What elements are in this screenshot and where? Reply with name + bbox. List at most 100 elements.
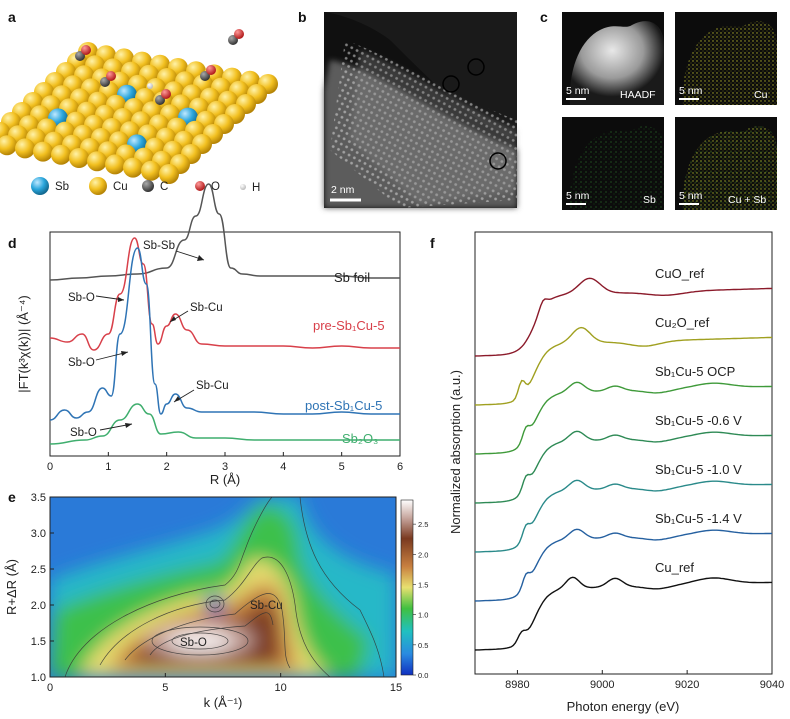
ft-exafs-series-2 [49,247,400,421]
cu-atom [141,160,161,181]
annotation-sb-o-sb2o3: Sb-O [70,427,97,439]
colorbar-tick: 1.5 [418,580,428,589]
cu-atom [105,154,125,175]
xanes-series-3 [474,430,773,504]
ft-exafs-ylabel: |FT(k³χ(k))| (Å⁻⁴) [16,295,31,393]
colorbar-ticks: 0.0 0.5 1.0 1.5 2.0 2.5 [413,520,428,680]
ft-exafs-tick: 6 [397,461,403,473]
wavelet-x-tick: 15 [390,682,402,694]
xanes-series-labels: CuO_ref Cu₂O_ref Sb₁Cu-5 OCP Sb₁Cu-5 -0.6 V… [655,266,742,575]
xanes-series-2 [474,381,773,455]
ft-exafs-chart: 0 1 2 3 4 5 6 R (Å) |FT(k³χ(k))| (Å⁻⁴) Sb foil… [16,183,403,487]
wavelet-heatmap: 0 5 10 15 1.0 1.5 2.0 2.5 3.0 3.5 Sb-Cu Sb-O k (Å… [4,492,428,710]
wavelet-y-tick: 2.0 [31,600,46,612]
oxygen-atom [106,71,116,81]
xanes-series-label-4: Sb₁Cu-5 -1.0 V [655,462,742,477]
wavelet-x-tick: 0 [47,682,53,694]
cu-map-label: Cu [754,89,768,101]
xanes-series-label-5: Sb₁Cu-5 -1.4 V [655,511,742,526]
atom-legend: Sb Cu C O H [31,177,260,195]
annotation-sb-o-pre: Sb-O [68,292,95,304]
xanes-series-6 [474,576,772,651]
xanes-series-1 [474,326,773,406]
legend-label-cu: Cu [113,181,128,193]
xanes-tick: 9020 [675,679,699,691]
cu-atom [33,141,53,162]
annotation-sb-o-post: Sb-O [68,357,95,369]
ft-exafs-xlabel: R (Å) [210,472,240,487]
xanes-series-label-3: Sb₁Cu-5 -0.6 V [655,413,742,428]
panel-label-c: c [540,9,548,25]
oxygen-atom [206,65,216,75]
panel-label-b: b [298,9,307,25]
wavelet-x-tick: 5 [162,682,168,694]
legend-swatch-cu [89,177,107,195]
wavelet-y-tick: 2.5 [31,564,46,576]
cu-atom [15,138,35,159]
legend-swatch-o [195,181,205,191]
cu-atom [51,144,71,165]
wavelet-y-tick: 1.5 [31,636,46,648]
legend-label-c: C [160,181,168,193]
ft-exafs-series-1 [49,237,400,351]
wavelet-y-tick: 3.5 [31,492,46,504]
oxygen-atom [161,89,171,99]
xanes-series-label-0: CuO_ref [655,266,705,281]
series-label-post: post-Sb₁Cu-5 [305,398,382,413]
colorbar-tick: 1.0 [418,611,428,620]
xanes-ylabel: Normalized absorption (a.u.) [448,370,463,534]
wavelet-ylabel: R+ΔR (Å) [4,559,19,615]
cusb-map-scale: 5 nm [679,190,703,202]
eds-map-cu: 5 nm Cu [675,12,777,106]
oxygen-atom [234,29,244,39]
hydrogen-atom [147,83,153,89]
haadf-label: HAADF [620,89,656,101]
ft-exafs-tick: 0 [47,461,53,473]
colorbar [400,499,414,676]
wavelet-axes: 0 5 10 15 1.0 1.5 2.0 2.5 3.0 3.5 [31,492,402,694]
xanes-series-0 [474,277,773,357]
wavelet-y-tick: 1.0 [31,672,46,684]
cu-atom [0,135,17,156]
colorbar-tick: 0.0 [418,671,428,680]
oxygen-atom [81,45,91,55]
cusb-map-label: Cu + Sb [728,194,766,206]
annotation-sb-sb: Sb-Sb [143,240,175,252]
panel-label-e: e [8,489,16,505]
xanes-chart: 8980 9000 9020 9040 Photon energy (eV) Norm… [448,231,784,714]
annotation-sb-cu-post: Sb-Cu [196,380,229,392]
xanes-tick: 8980 [505,679,529,691]
ft-exafs-tick: 5 [339,461,345,473]
hrtem-scale-bar: 2 nm [331,184,355,196]
xanes-series-5 [474,528,773,602]
legend-swatch-sb [31,177,49,195]
xanes-x-axis: 8980 9000 9020 9040 [505,670,784,691]
cu-map-scale: 5 nm [679,85,703,97]
catalyst-model-illustration [0,29,278,184]
ft-exafs-tick: 4 [280,461,286,473]
wavelet-x-tick: 10 [275,682,287,694]
ft-exafs-tick: 1 [105,461,111,473]
panel-label-a: a [8,9,16,25]
eds-map-haadf: 5 nm HAADF [562,12,664,106]
hrtem-image: 2 nm [324,12,517,208]
xanes-series [474,277,773,651]
legend-label-sb: Sb [55,181,69,193]
eds-map-sb: 5 nm Sb [562,117,664,210]
xanes-xlabel: Photon energy (eV) [567,699,680,714]
ft-exafs-series [49,183,400,445]
series-label-sb-foil: Sb foil [334,270,370,285]
xanes-tick: 9040 [760,679,784,691]
wavelet-annotation-sb-cu: Sb-Cu [250,600,283,612]
cu-atom [159,164,179,184]
wavelet-xlabel: k (Å⁻¹) [204,695,243,710]
haadf-scale: 5 nm [566,85,590,97]
ft-exafs-tick: 2 [164,461,170,473]
colorbar-tick: 0.5 [418,641,428,650]
cu-atom [87,151,107,172]
sb-map-scale: 5 nm [566,190,590,202]
cu-atom [69,148,89,168]
xanes-series-label-1: Cu₂O_ref [655,315,710,330]
ft-exafs-tick: 3 [222,461,228,473]
